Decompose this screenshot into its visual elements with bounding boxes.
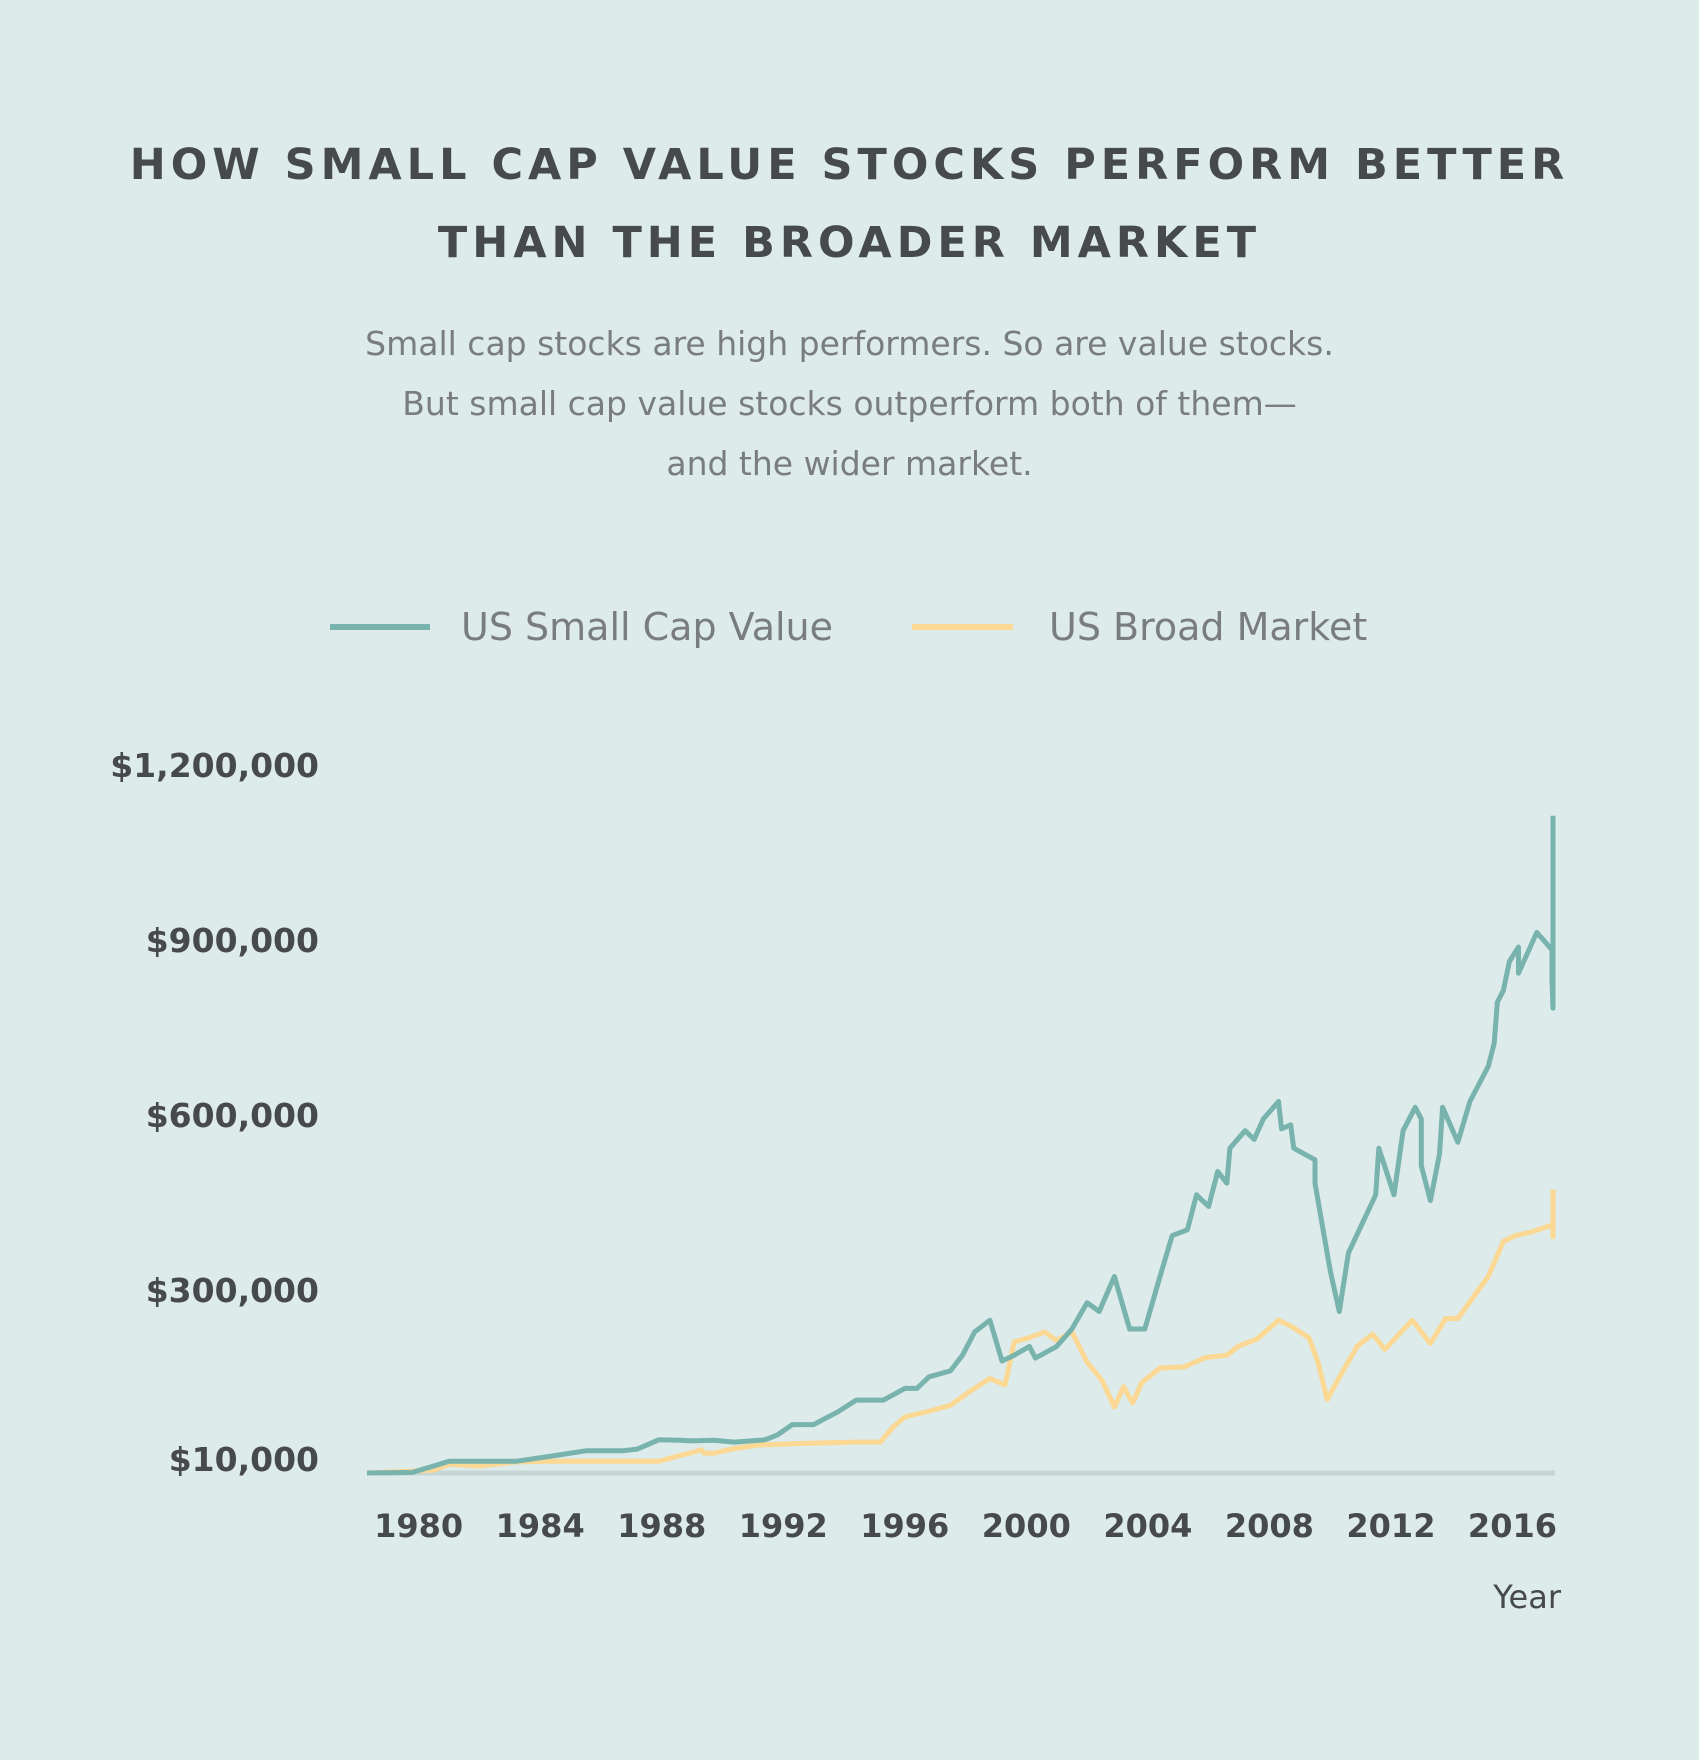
x-tick-label: 1996: [860, 1507, 949, 1545]
series-line-small-cap-value: [366, 815, 1556, 1476]
x-tick-label: 2000: [982, 1507, 1071, 1545]
x-tick-label: 1992: [739, 1507, 828, 1545]
legend-label-small-cap-value: US Small Cap Value: [461, 605, 833, 649]
series-line-broad-market: [366, 1189, 1556, 1476]
legend-label-broad-market: US Broad Market: [1049, 605, 1367, 649]
subtitle-line-3: and the wider market.: [666, 444, 1033, 483]
legend: US Small Cap Value US Broad Market: [330, 605, 1367, 649]
y-tick-label: $10,000: [169, 1440, 319, 1479]
x-tick-label: 2012: [1346, 1507, 1435, 1545]
x-tick-label: 1980: [374, 1507, 463, 1545]
y-tick-label: $300,000: [146, 1271, 319, 1310]
y-tick-label: $900,000: [146, 921, 319, 960]
subtitle-line-1: Small cap stocks are high performers. So…: [365, 324, 1334, 363]
x-tick-label: 2008: [1225, 1507, 1314, 1545]
chart-title-line-2: THAN THE BROADER MARKET: [437, 218, 1262, 268]
x-tick-label: 2004: [1103, 1507, 1192, 1545]
y-tick-label: $600,000: [146, 1096, 319, 1135]
y-axis-ticks: $10,000 $300,000 $600,000 $900,000 $1,200,00…: [110, 746, 319, 1479]
y-tick-label: $1,200,000: [110, 746, 319, 785]
plot-series: [366, 815, 1556, 1476]
subtitle-line-2: But small cap value stocks outperform bo…: [402, 384, 1297, 423]
x-axis-label: Year: [1492, 1578, 1562, 1616]
chart-title-line-1: HOW SMALL CAP VALUE STOCKS PERFORM BETTE…: [129, 140, 1570, 190]
x-tick-label: 2016: [1468, 1507, 1557, 1545]
x-axis-ticks: 1980 1984 1988 1992 1996 2000 2004 2008 2012 2016: [374, 1507, 1557, 1545]
x-tick-label: 1988: [617, 1507, 706, 1545]
x-tick-label: 1984: [496, 1507, 585, 1545]
